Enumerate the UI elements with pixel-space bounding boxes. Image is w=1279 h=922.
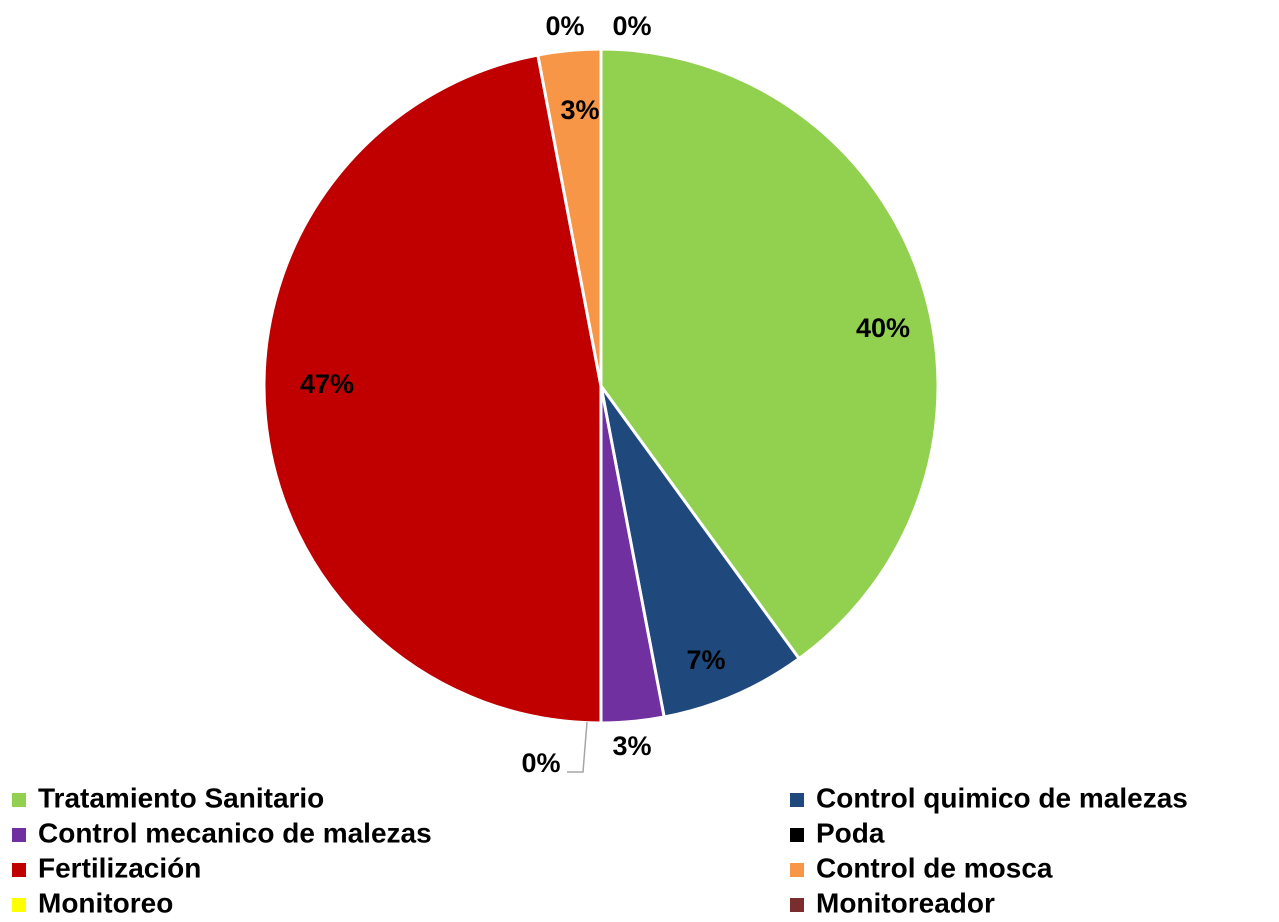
legend-swatch [790,898,804,912]
data-label: 3% [612,731,651,761]
legend-swatch [12,898,26,912]
legend-swatch [12,793,26,807]
legend-swatch [790,863,804,877]
data-label: 40% [856,313,910,343]
data-label: 0% [521,748,560,778]
legend-swatch [790,828,804,842]
legend-label: Monitoreo [38,887,173,918]
legend-label: Monitoreador [816,887,995,918]
legend-swatch [12,863,26,877]
legend-label: Control mecanico de malezas [38,817,432,848]
legend-label: Fertilización [38,852,201,883]
legend-label: Tratamiento Sanitario [38,782,324,813]
legend-swatch [790,793,804,807]
legend-swatch [12,828,26,842]
legend-label: Control de mosca [816,852,1053,883]
legend-label: Control quimico de malezas [816,782,1188,813]
pie-slice [262,53,603,725]
leader-line [567,721,588,773]
pie-slice [599,47,940,661]
pie-slice [599,385,802,719]
data-label: 0% [545,11,584,41]
data-label: 3% [560,95,599,125]
data-label: 47% [300,369,354,399]
data-label: 7% [686,645,725,675]
legend-label: Poda [816,817,885,848]
data-label: 0% [612,11,651,41]
